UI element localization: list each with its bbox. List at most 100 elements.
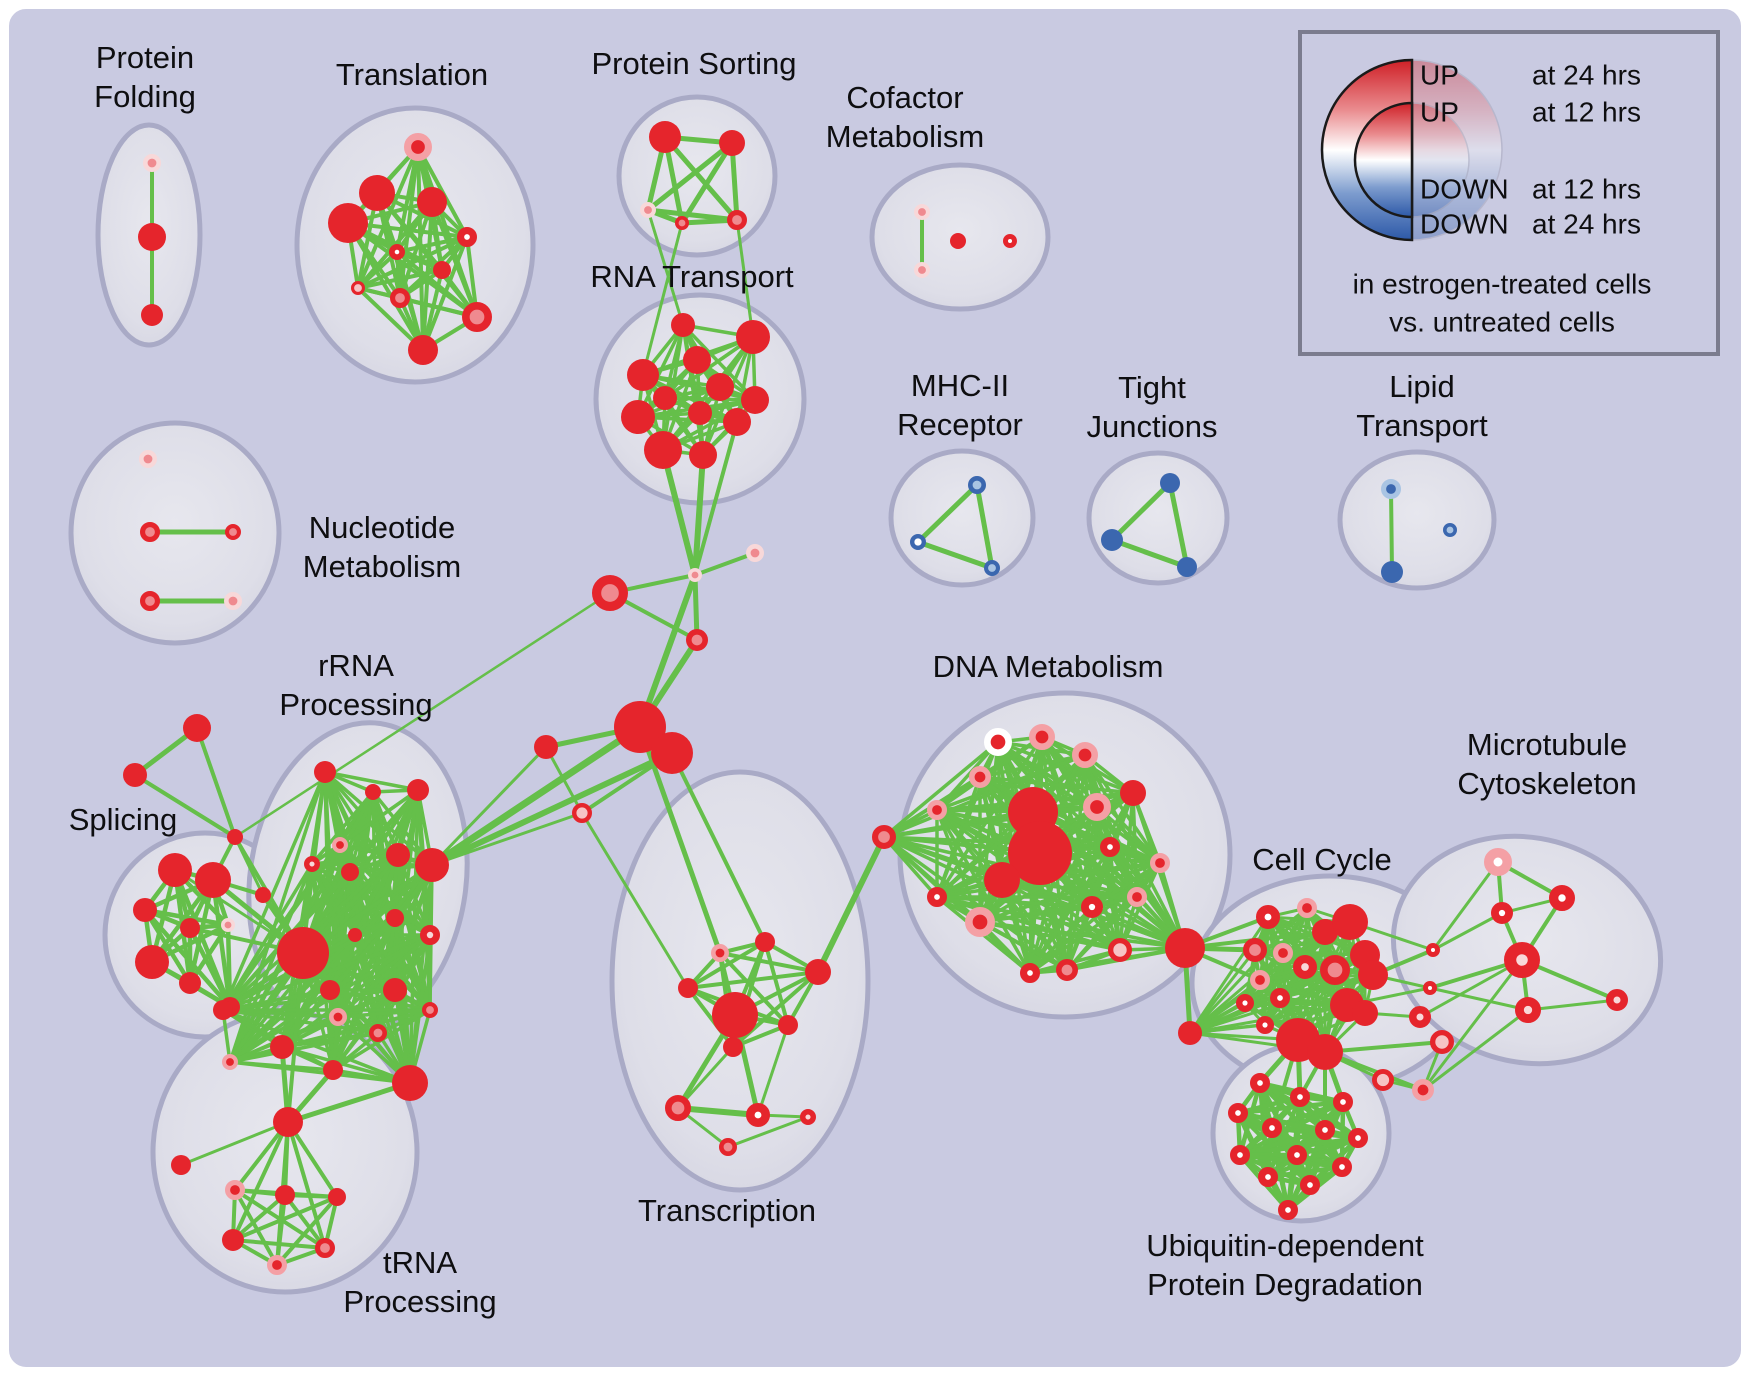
- network-node: [183, 714, 211, 742]
- network-node: [304, 855, 321, 872]
- cluster-label: Protein Sorting: [591, 46, 796, 81]
- network-node: [314, 1238, 335, 1259]
- network-node: [273, 1107, 303, 1137]
- network-edge: [430, 745, 548, 867]
- network-node: [651, 732, 693, 774]
- network-node: [332, 836, 349, 853]
- network-node: [1347, 1127, 1368, 1148]
- network-edge: [286, 951, 305, 1124]
- network-node: [1332, 904, 1368, 940]
- network-edge: [142, 907, 231, 928]
- network-node: [1227, 1102, 1248, 1123]
- network-edge: [133, 773, 237, 839]
- network-node: [805, 959, 831, 985]
- network-edge: [231, 1193, 287, 1242]
- network-edge: [1065, 895, 1139, 972]
- nodes-layer: [123, 121, 1628, 1276]
- network-edge: [430, 200, 479, 319]
- network-node: [745, 1103, 770, 1128]
- cluster-bubble-lipid-transport: [1337, 449, 1497, 591]
- network-edge: [195, 726, 237, 839]
- network-node: [726, 210, 747, 231]
- network-node: [383, 978, 407, 1002]
- network-node: [627, 359, 659, 391]
- network-edge: [726, 1115, 810, 1149]
- network-node: [133, 898, 157, 922]
- network-edge: [231, 1195, 339, 1242]
- network-edge: [1323, 1040, 1444, 1054]
- network-edge: [142, 907, 233, 1010]
- network-node: [1423, 981, 1438, 996]
- network-node: [1307, 1034, 1343, 1070]
- network-edge: [915, 539, 995, 571]
- network-node: [407, 779, 429, 801]
- network-edge: [1028, 895, 1139, 975]
- network-edge: [660, 447, 698, 578]
- network-node: [1299, 1174, 1320, 1195]
- network-node: [1082, 793, 1111, 822]
- network-node: [1429, 1029, 1454, 1054]
- network-edge: [346, 221, 425, 352]
- network-node: [408, 335, 438, 365]
- network-edge: [376, 1008, 432, 1035]
- network-node: [1028, 724, 1055, 751]
- network-node: [913, 262, 930, 279]
- network-edge: [670, 751, 767, 944]
- network-node: [171, 1155, 191, 1175]
- network-node: [1071, 742, 1098, 769]
- legend-direction-label: DOWN: [1420, 173, 1509, 204]
- network-edge: [233, 591, 612, 839]
- network-edge: [356, 250, 399, 290]
- network-edge: [233, 1188, 279, 1267]
- network-node: [417, 187, 447, 217]
- network-edge: [280, 788, 420, 1049]
- network-edge: [1431, 911, 1504, 952]
- network-edge: [693, 420, 739, 577]
- network-node: [222, 1229, 244, 1251]
- network-edge: [221, 933, 432, 1012]
- network-node: [224, 523, 241, 540]
- network-node: [671, 313, 695, 337]
- network-node: [984, 862, 1020, 898]
- network-node: [644, 431, 682, 469]
- legend-direction-label: UP: [1420, 59, 1459, 90]
- cluster-bubble-tight-junctions: [1086, 450, 1230, 586]
- network-node: [1286, 1144, 1307, 1165]
- network-node: [386, 843, 410, 867]
- network-node: [983, 727, 1012, 756]
- network-node: [712, 992, 758, 1038]
- network-edge: [974, 482, 995, 571]
- legend-direction-label: DOWN: [1420, 208, 1509, 239]
- network-edge: [221, 988, 397, 1012]
- network-node: [639, 201, 656, 218]
- network-edge: [1109, 537, 1190, 570]
- network-edge: [935, 895, 1122, 952]
- network-node: [1605, 988, 1628, 1011]
- network-edge: [1109, 480, 1173, 543]
- network-node: [1256, 904, 1281, 929]
- network-node: [1312, 919, 1338, 945]
- network-edge: [1028, 861, 1162, 975]
- network-node: [270, 1035, 294, 1059]
- cluster-label: Nucleotide: [309, 510, 455, 545]
- network-node: [392, 1065, 428, 1101]
- network-edge: [641, 221, 684, 377]
- network-node: [415, 848, 449, 882]
- network-node: [1099, 837, 1120, 858]
- network-node: [1297, 897, 1318, 918]
- network-node: [1003, 233, 1018, 248]
- network-node: [1332, 1091, 1353, 1112]
- network-node: [275, 1185, 295, 1205]
- network-node: [1160, 473, 1180, 493]
- network-node: [678, 978, 698, 998]
- network-node: [1229, 1144, 1250, 1165]
- network-node: [649, 121, 681, 153]
- network-node: [314, 761, 336, 783]
- network-edge: [228, 988, 332, 1064]
- network-edge: [676, 1045, 735, 1110]
- network-edge: [641, 373, 757, 402]
- network-node: [320, 980, 340, 1000]
- network-node: [745, 543, 764, 562]
- network-node: [138, 223, 166, 251]
- network-edge: [815, 834, 887, 975]
